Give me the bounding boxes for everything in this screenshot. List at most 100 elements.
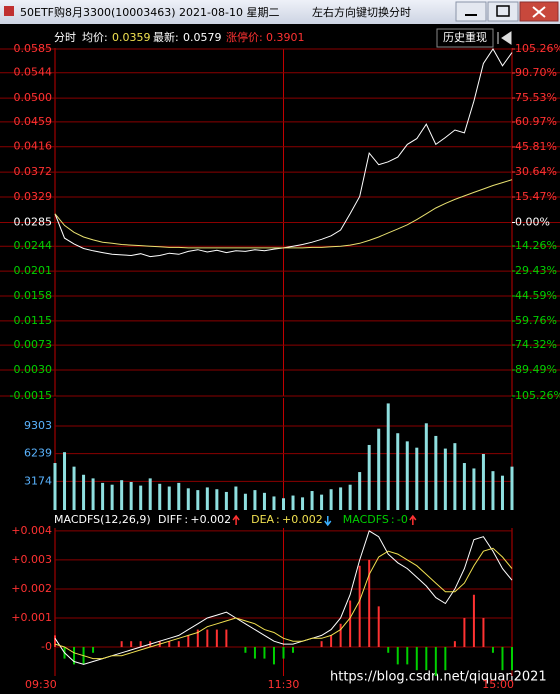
indicator-title: MACDFS(12,26,9)	[54, 513, 151, 526]
last-label: 最新:	[153, 30, 179, 44]
legend-colon: :	[276, 513, 280, 526]
volume-bar	[72, 466, 76, 510]
volume-bar	[396, 433, 400, 510]
volume-bar	[63, 452, 67, 510]
series-line	[54, 179, 513, 249]
maximize-button[interactable]	[487, 1, 519, 22]
volume-bar	[329, 489, 333, 510]
y-tick-label: 3174	[24, 474, 52, 487]
y2-tick-label: 0.00%	[515, 216, 550, 229]
avg-value: 0.0359	[112, 31, 151, 44]
y2-tick-label: 74.32%	[515, 338, 557, 351]
y-tick-label: 0.0372	[14, 165, 53, 178]
history-button-label: 历史重现	[443, 30, 487, 44]
volume-bar	[443, 448, 447, 510]
y-tick-label: 0.0329	[14, 190, 53, 203]
y-tick-label: 0.0115	[14, 314, 53, 327]
y2-tick-label: 14.26%	[515, 239, 557, 252]
volume-bar	[348, 484, 352, 510]
volume-bar	[481, 454, 485, 510]
last-value: 0.0579	[183, 31, 222, 44]
close-icon	[532, 6, 546, 18]
trend-arrow	[232, 514, 240, 525]
y-tick-label: +0.004	[11, 524, 52, 537]
volume-bar	[453, 443, 457, 510]
volume-bar	[291, 495, 295, 510]
volume-bar	[310, 491, 314, 510]
volume-bar	[301, 497, 305, 510]
volume-bar	[339, 487, 343, 510]
volume-bar	[510, 466, 514, 510]
y-tick-label: 0.0244	[14, 239, 53, 252]
avg-label: 均价:	[82, 31, 108, 44]
volume-bar	[282, 498, 285, 510]
window-buttons[interactable]	[455, 1, 559, 22]
y2-tick-label: 15.47%	[515, 190, 557, 203]
window-hint: 左右方向键切换分时	[312, 5, 411, 19]
volume-bar	[110, 484, 114, 510]
minimize-button[interactable]	[455, 1, 487, 22]
y2-tick-label: 45.81%	[515, 140, 557, 153]
y-tick-label: +0.003	[11, 553, 52, 566]
volume-bar	[120, 480, 124, 510]
y-tick-label: 0.0158	[14, 289, 53, 302]
y-tick-label: 0.0285	[14, 216, 53, 229]
volume-bar	[234, 486, 238, 510]
volume-bar	[158, 483, 162, 510]
y2-tick-label: 75.53%	[515, 91, 557, 104]
y2-tick-label: 105.26%	[515, 389, 560, 402]
y-tick-label: 0.0544	[14, 66, 53, 79]
history-button[interactable]	[436, 28, 494, 48]
legend-value: -0	[397, 513, 408, 526]
trend-arrow	[324, 516, 332, 527]
volume-bar	[415, 447, 419, 510]
volume-bar	[224, 491, 228, 510]
volume-bar	[91, 478, 95, 510]
volume-bar	[377, 428, 381, 510]
watermark: https://blog.csdn.net/qiquan2021	[330, 670, 547, 685]
legend-colon: :	[184, 513, 188, 526]
volume-bar	[500, 475, 504, 510]
volume-bar	[129, 482, 133, 510]
volume-bar	[139, 485, 143, 510]
y-tick-label: +0.001	[11, 611, 52, 624]
volume-bar	[186, 488, 190, 510]
volume-bar	[434, 435, 438, 510]
y2-tick-label: 29.43%	[515, 264, 557, 277]
volume-bar	[253, 490, 257, 510]
legend-name: DEA	[251, 513, 274, 526]
volume-bar	[462, 463, 466, 510]
y-tick-label: 0.0500	[14, 91, 53, 104]
y2-tick-label: 59.76%	[515, 314, 557, 327]
mode-label: 分时	[54, 31, 76, 44]
volume-bar	[491, 471, 495, 510]
volume-bar	[320, 494, 324, 510]
x-tick-label: 09:30	[25, 678, 57, 691]
volume-bar	[196, 490, 200, 510]
y-tick-label: 0.0201	[14, 264, 53, 277]
y2-tick-label: 105.26%	[515, 42, 560, 55]
y2-tick-label: 90.70%	[515, 66, 557, 79]
volume-bar	[358, 472, 362, 510]
y-tick-label: +0.002	[11, 582, 52, 595]
y-tick-label: -0	[41, 640, 52, 653]
legend-colon: :	[391, 513, 395, 526]
series-line	[54, 530, 513, 665]
y-tick-label: 0.0073	[14, 338, 53, 351]
volume-bar	[386, 403, 390, 510]
x-tick-label: 15:00	[482, 678, 514, 691]
volume-bar	[424, 423, 428, 510]
y-tick-label: 0.0459	[14, 115, 53, 128]
collapse-icon[interactable]	[497, 31, 512, 45]
x-tick-label: 11:30	[268, 678, 300, 691]
legend-value: +0.002	[282, 513, 323, 526]
volume-bar	[367, 444, 371, 510]
volume-bar	[53, 463, 57, 510]
volume-bar	[82, 474, 86, 510]
maximize-icon	[496, 5, 510, 17]
volume-bar	[405, 441, 409, 510]
legend-name: DIFF	[158, 513, 182, 526]
volume-bar	[262, 492, 266, 510]
